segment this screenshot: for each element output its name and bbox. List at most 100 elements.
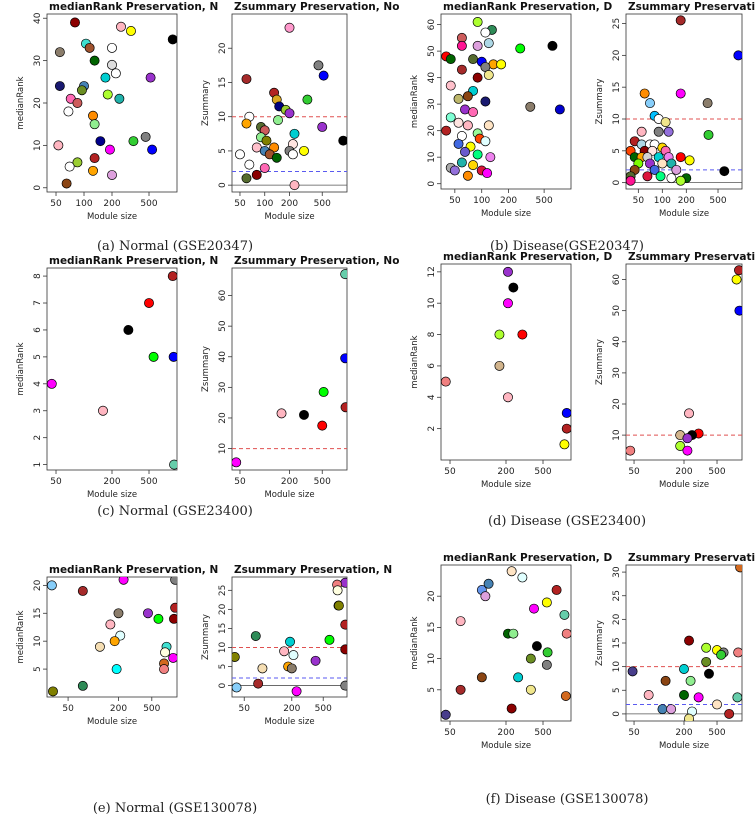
caption-c: (c) Normal (GSE23400) [97,504,253,519]
data-point [701,656,712,667]
y-tick-label: 40 [427,72,437,84]
plot-area [232,577,347,697]
y-tick-label: 0 [33,185,43,191]
y-tick-label: 5 [33,354,43,360]
y-axis-label: medianRank [16,342,26,395]
data-point [167,271,177,282]
plot-frame [625,13,743,190]
x-tick-label: 50 [50,199,62,209]
x-axis-label: Module size [264,717,314,727]
x-tick-label: 500 [143,704,160,714]
y-tick-label: 50 [218,320,228,332]
plot-area [47,577,177,697]
plot-area [232,269,347,468]
plot-area [626,15,742,186]
plot-frame [46,267,178,471]
data-point [517,329,528,340]
data-point [666,173,677,184]
data-point [561,408,571,418]
y-tick-label: 0 [218,682,228,688]
y-tick-label: 0 [427,181,437,187]
data-point [503,392,513,403]
y-axis-label: Zsummary [201,80,211,126]
data-point [675,88,686,99]
chart-b-median: medianRank Preservation, D 0 10 20 30 40 50 60 5… [410,1,612,219]
y-tick-label: 10 [427,297,437,309]
data-point [54,47,65,58]
data-point [701,642,712,653]
data-point [513,672,524,683]
data-point [126,26,136,36]
y-tick-label: 12 [427,266,437,277]
caption-d: (d) Disease (GSE23400) [488,514,646,529]
data-point [241,173,252,184]
y-tick-label: 10 [427,151,437,163]
y-tick-label: 4 [427,394,437,400]
data-point [64,161,75,172]
data-point [559,439,570,450]
x-tick-label: 50 [444,728,456,738]
data-point [675,175,686,186]
data-point [517,572,528,583]
data-point [89,153,100,164]
data-point [679,664,689,674]
y-tick-label: 10 [612,661,622,673]
data-point [105,619,116,630]
data-point [703,129,714,140]
data-point [271,152,282,163]
y-axis-label: Zsummary [595,620,605,666]
data-point [626,175,636,186]
data-point [338,135,347,146]
data-point [494,329,505,340]
data-point [494,360,505,371]
data-point [232,652,240,662]
data-point [636,126,647,137]
y-tick-label: 10 [218,641,228,653]
y-tick-label: 60 [218,290,228,302]
data-point [168,652,177,663]
y-tick-label: 50 [612,305,622,317]
y-tick-label: 20 [612,49,622,61]
x-axis-label: Module size [659,480,709,490]
data-point [508,282,519,293]
x-tick-label: 500 [140,199,157,209]
data-point [561,423,571,434]
x-axis-label: Module size [659,741,709,751]
y-tick-label: 15 [612,637,622,648]
y-tick-label: 30 [33,55,43,67]
data-point [89,55,100,66]
y-axis-label: medianRank [16,610,26,663]
data-point [279,646,290,657]
y-tick-label: 40 [612,336,622,348]
x-tick-label: 500 [708,728,725,738]
x-tick-label: 200 [283,704,300,714]
y-tick-label: 3 [33,408,43,414]
y-tick-label: 5 [612,148,622,154]
x-tick-label: 200 [110,704,127,714]
data-point [340,402,347,413]
x-tick-label: 500 [314,199,331,209]
data-point [441,125,452,136]
plot-area [626,565,742,721]
y-tick-label: 1 [33,462,43,468]
data-point [660,675,671,686]
chart-title: Zsummary Preservation, N [234,564,392,576]
chart-title: medianRank Preservation, N [49,255,218,267]
data-point [333,600,344,611]
x-tick-label: 500 [140,477,157,487]
data-point [445,80,456,91]
data-point [724,708,735,719]
data-point [480,27,491,38]
x-axis-label: Module size [264,490,314,500]
y-tick-label: 20 [612,613,622,625]
y-tick-label: 5 [612,687,622,693]
chart-a-median: medianRank Preservation, N 0 10 20 30 40 50 100… [16,1,218,222]
x-axis-label: Module size [87,717,137,727]
data-point [460,146,470,157]
data-point [734,265,742,276]
data-point [485,152,496,163]
y-tick-label: 0 [612,711,622,717]
data-point [684,635,694,646]
data-point [232,682,242,693]
plot-frame [231,267,348,471]
